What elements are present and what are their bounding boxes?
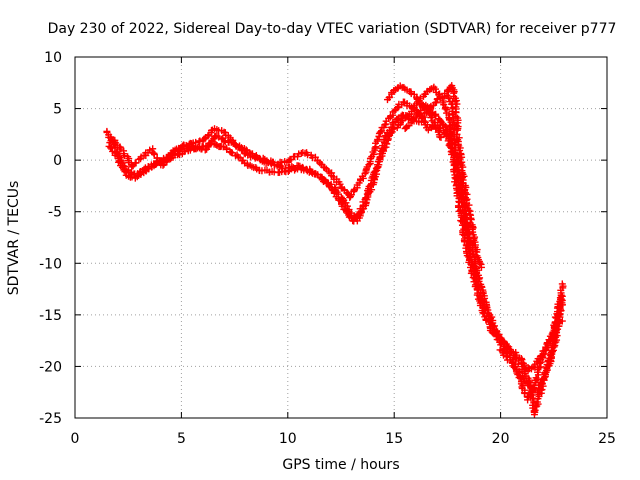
y-tick-label: -5 [48,205,62,221]
data-point [382,139,390,147]
data-point [305,168,313,176]
y-tick-label: -15 [39,308,62,324]
y-tick-label: -10 [39,256,62,272]
data-point [389,125,397,133]
data-point [371,168,379,176]
y-axis-label: SDTVAR / TECUs [6,181,22,296]
data-point [427,114,435,122]
data-point [365,161,373,169]
data-point [495,333,503,341]
data-point [220,137,228,145]
x-tick-label: 20 [492,431,510,447]
data-point [446,135,454,143]
data-point [420,117,428,125]
data-point [393,104,401,112]
data-point [536,359,544,367]
axis-ticks [74,56,608,419]
grid [75,57,607,418]
data-point [342,199,350,207]
data-point [387,129,395,137]
data-point [120,152,128,160]
x-tick-label: 5 [177,431,186,447]
data-point [195,138,203,146]
data-point [477,263,485,271]
data-point [450,157,458,165]
data-point [524,396,532,404]
data-point [476,259,484,267]
data-point [393,115,401,123]
data-point [445,95,453,103]
data-point [314,171,322,179]
data-point [370,174,378,182]
y-tick-label: 10 [44,50,62,66]
data-point [471,267,479,275]
data-point [121,168,129,176]
data-point [502,353,510,361]
data-point [248,150,256,158]
y-tick-label: 5 [53,102,62,118]
data-point [107,144,115,152]
x-tick-label: 10 [279,431,297,447]
y-tick-label: 0 [53,153,62,169]
data-point [534,388,542,396]
data-point [473,277,481,285]
data-point [536,381,544,389]
data-point [376,128,384,136]
x-tick-labels: 0 5 10 15 20 25 [71,431,616,447]
data-point [558,280,566,288]
data-point [458,199,466,207]
data-point [485,312,493,320]
plot-frame [74,56,608,419]
data-point [407,90,415,98]
data-point [259,154,267,162]
data-point [458,207,466,215]
data-point [469,261,477,269]
data-point [460,172,468,180]
y-tick-label: -20 [39,359,62,375]
data-point [368,186,376,194]
data-point [467,216,475,224]
data-point [144,165,152,173]
data-point [227,138,235,146]
x-tick-label: 0 [71,431,80,447]
x-tick-label: 15 [385,431,403,447]
data-point [204,132,212,140]
data-point [293,165,301,173]
data-point [351,213,359,221]
y-tick-label: -25 [39,411,62,427]
data-point [465,206,473,214]
data-point [489,323,497,331]
data-point [437,133,445,141]
x-tick-label: 25 [598,431,616,447]
data-point [448,136,456,144]
data-point [482,305,490,313]
data-point [442,126,450,134]
x-axis-label: GPS time / hours [282,457,399,473]
y-tick-labels: -25 -20 -15 -10 -5 0 5 10 [39,50,62,427]
data-point [390,124,398,132]
data-points [103,82,567,419]
data-point [509,362,517,370]
data-point [531,406,539,414]
data-point [361,170,369,178]
data-point [128,163,136,171]
data-point [193,144,201,152]
data-point [558,292,566,300]
data-point [150,150,158,158]
data-point [431,85,439,93]
chart-title: Day 230 of 2022, Sidereal Day-to-day VTE… [48,21,617,37]
data-point [438,94,446,102]
data-point [453,173,461,181]
data-point [476,291,484,299]
